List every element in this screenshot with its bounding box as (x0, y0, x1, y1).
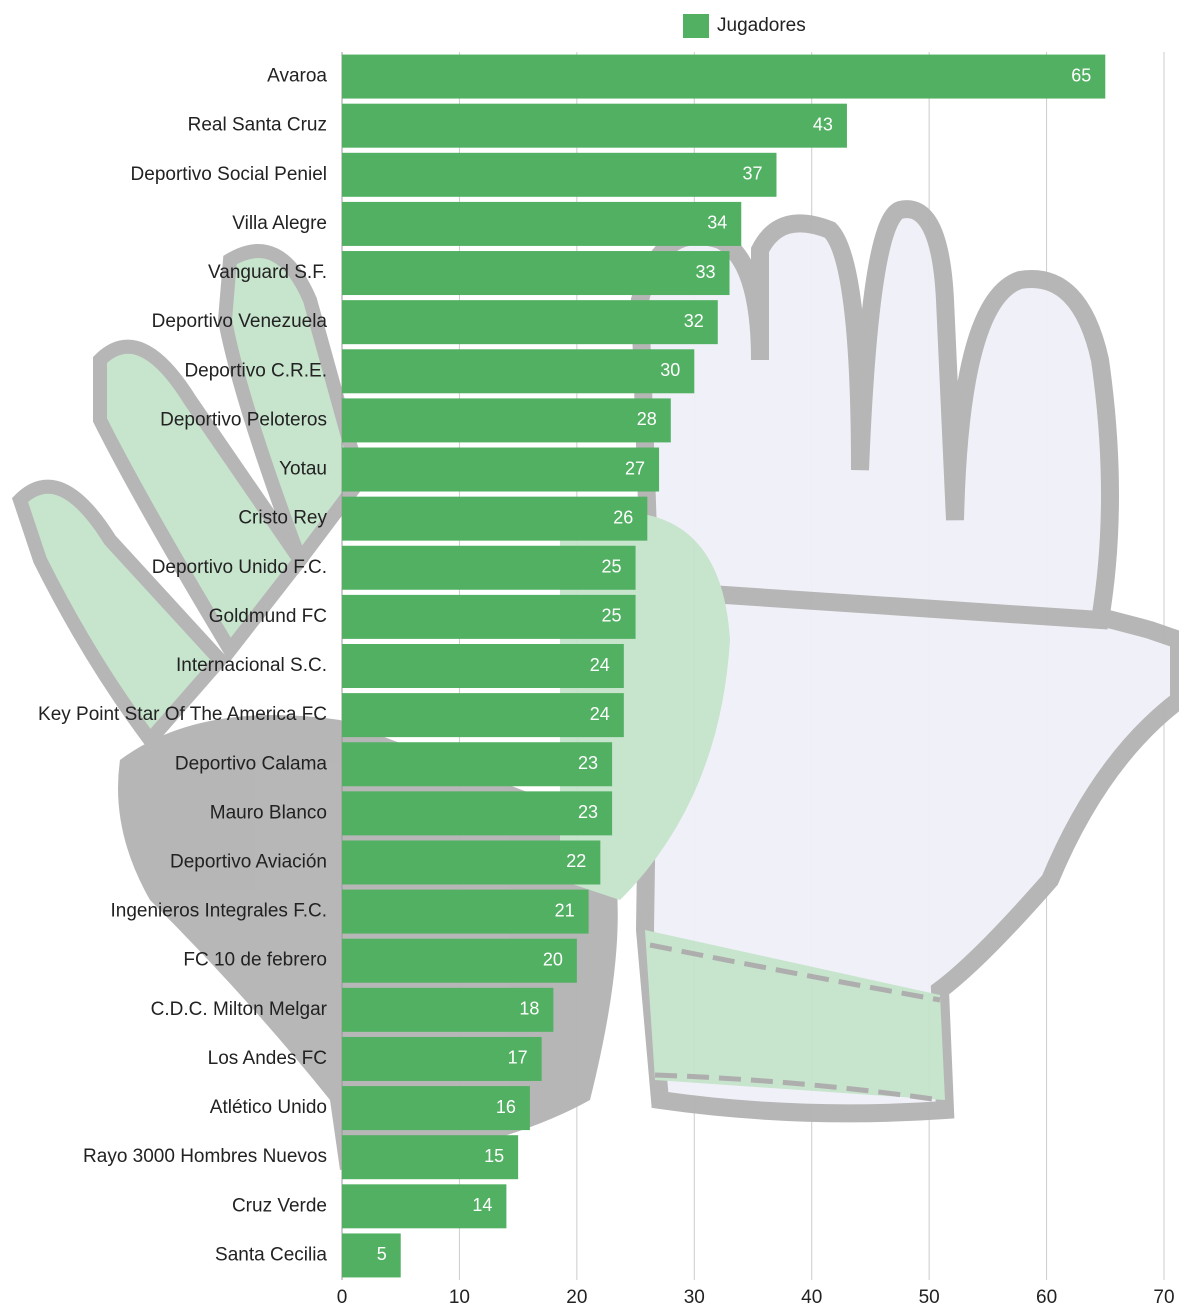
value-label: 27 (625, 458, 645, 478)
value-label: 23 (578, 802, 598, 822)
y-tick-label: Cruz Verde (232, 1195, 327, 1216)
glove-finger (11, 479, 230, 752)
bar (342, 1233, 401, 1278)
bar (342, 496, 648, 541)
value-label: 32 (684, 311, 704, 331)
y-tick-label: FC 10 de febrero (183, 950, 327, 971)
y-tick-label: Avaroa (267, 66, 327, 87)
y-tick-label: Deportivo C.R.E. (184, 360, 327, 381)
x-tick-label: 20 (566, 1287, 587, 1308)
y-tick-label: Mauro Blanco (210, 802, 327, 823)
bar (342, 938, 577, 983)
y-tick-label: Real Santa Cruz (188, 115, 327, 136)
bar (342, 251, 730, 296)
value-label: 24 (590, 704, 610, 724)
bar (342, 840, 601, 885)
bar (342, 1036, 542, 1081)
y-tick-label: Vanguard S.F. (208, 262, 327, 283)
value-label: 17 (508, 1048, 528, 1068)
value-label: 28 (637, 409, 657, 429)
value-label: 15 (484, 1146, 504, 1166)
y-tick-label: Deportivo Unido F.C. (152, 557, 327, 578)
bar (342, 398, 671, 443)
bars: 65 43 37 34 33 32 30 28 27 26 25 25 24 24 23 23 22 21 20 18… (341, 52, 1106, 1280)
value-label: 30 (660, 360, 680, 380)
value-label: 37 (742, 164, 762, 184)
x-tick-label: 60 (1036, 1287, 1057, 1308)
y-tick-label: C.D.C. Milton Melgar (151, 999, 328, 1020)
bar (342, 1184, 507, 1229)
value-label: 65 (1071, 65, 1091, 85)
bar (342, 889, 589, 934)
value-label: 26 (613, 507, 633, 527)
bar (342, 201, 742, 246)
bar (342, 103, 847, 148)
value-label: 33 (695, 262, 715, 282)
bar (342, 1135, 519, 1180)
y-tick-label: Atlético Unido (210, 1097, 327, 1118)
bar (342, 300, 718, 345)
bar (342, 791, 613, 836)
value-label: 34 (707, 213, 727, 233)
value-label: 20 (543, 949, 563, 969)
legend-label: Jugadores (717, 15, 806, 36)
y-tick-label: Deportivo Venezuela (152, 311, 328, 332)
value-label: 25 (602, 557, 622, 577)
legend-swatch (683, 14, 709, 38)
bar (342, 54, 1106, 99)
value-label: 5 (377, 1244, 387, 1264)
x-tick-label: 70 (1153, 1287, 1174, 1308)
y-tick-label: Deportivo Peloteros (160, 409, 327, 430)
x-tick-label: 50 (919, 1287, 940, 1308)
value-label: 24 (590, 655, 610, 675)
x-tick-label: 10 (449, 1287, 470, 1308)
bar (342, 594, 636, 639)
bar (342, 987, 554, 1032)
x-tick-label: 0 (337, 1287, 348, 1308)
bar (342, 447, 660, 492)
glove-finger (217, 244, 368, 575)
glove-cuff (645, 930, 945, 1100)
y-tick-label: Cristo Rey (238, 508, 327, 529)
value-label: 16 (496, 1097, 516, 1117)
y-tick-label: Los Andes FC (208, 1048, 327, 1069)
value-label: 14 (472, 1195, 492, 1215)
y-tick-label: Ingenieros Integrales F.C. (110, 901, 327, 922)
y-tick-label: Deportivo Social Peniel (131, 164, 327, 185)
glove-fingers (630, 200, 1119, 630)
value-label: 21 (555, 900, 575, 920)
glove-finger (93, 339, 309, 663)
bar (342, 742, 613, 787)
value-label: 25 (602, 606, 622, 626)
bar (342, 693, 624, 738)
y-tick-label: Villa Alegre (232, 213, 327, 234)
bar (342, 644, 624, 688)
x-tick-label: 40 (801, 1287, 822, 1308)
value-label: 22 (566, 851, 586, 871)
y-tick-label: Rayo 3000 Hombres Nuevos (83, 1146, 327, 1167)
y-tick-label: Deportivo Aviación (170, 851, 327, 872)
y-tick-label: Internacional S.C. (176, 655, 327, 676)
value-label: 18 (519, 999, 539, 1019)
bar (342, 545, 636, 590)
value-label: 23 (578, 753, 598, 773)
y-tick-label: Deportivo Calama (175, 753, 327, 774)
x-tick-label: 30 (684, 1287, 705, 1308)
bar (342, 349, 695, 394)
y-tick-label: Santa Cecilia (215, 1244, 327, 1265)
y-tick-label: Goldmund FC (209, 606, 327, 627)
bar (342, 1086, 530, 1131)
bar (342, 152, 777, 197)
y-tick-label: Yotau (279, 459, 327, 480)
y-tick-label: Key Point Star Of The America FC (38, 704, 327, 725)
glove-stitch (649, 942, 941, 1103)
value-label: 43 (813, 114, 833, 134)
